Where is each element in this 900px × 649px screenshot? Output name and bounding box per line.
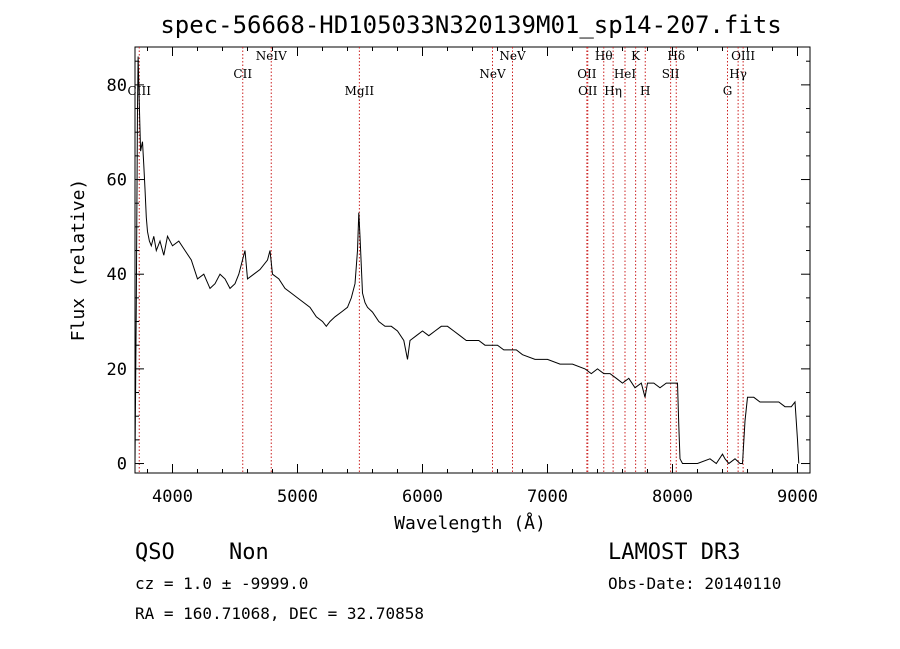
line-marker-label: NeV <box>479 67 506 81</box>
ra-dec: RA = 160.71068, DEC = 32.70858 <box>135 604 424 623</box>
x-tick-label: 6000 <box>402 487 443 507</box>
line-marker-label: OII <box>578 84 598 98</box>
x-tick-label: 5000 <box>277 487 318 507</box>
line-marker-label: Hη <box>604 84 622 98</box>
line-marker-label: OIII <box>731 49 755 63</box>
y-axis-label: Flux (relative) <box>68 179 89 342</box>
x-tick-label: 9000 <box>777 487 818 507</box>
x-tick-label: 8000 <box>652 487 693 507</box>
spectrum-series-line <box>134 56 800 465</box>
y-tick-label: 60 <box>107 171 127 191</box>
object-class: QSO <box>135 540 175 565</box>
plot-frame <box>134 46 811 474</box>
line-marker-label: H <box>640 84 650 98</box>
line-marker-label: SII <box>662 67 680 81</box>
x-tick-label: 7000 <box>527 487 568 507</box>
line-marker-label: K <box>631 49 641 63</box>
x-axis-label: Wavelength (Å) <box>394 512 546 534</box>
x-tick-label: 4000 <box>152 487 193 507</box>
survey-name: LAMOST DR3 <box>608 540 740 565</box>
line-marker-label: Hθ <box>595 49 613 63</box>
line-marker-label: Hδ <box>667 49 685 63</box>
chart-title: spec-56668-HD105033N320139M01_sp14-207.f… <box>160 11 781 39</box>
y-tick-label: 80 <box>107 76 127 96</box>
redshift-cz: cz = 1.0 ± -9999.0 <box>135 574 308 593</box>
line-marker-label: CII <box>233 67 252 81</box>
line-marker-label: NeIV <box>256 49 287 63</box>
y-tick-label: 20 <box>107 360 127 380</box>
object-subclass: Non <box>229 540 269 565</box>
line-marker-label: Hγ <box>729 67 747 81</box>
line-marker-label: MgII <box>345 84 375 98</box>
line-marker-label: G <box>723 84 733 98</box>
line-marker-label: NeV <box>499 49 526 63</box>
obs-date: Obs-Date: 20140110 <box>608 574 781 593</box>
line-markers <box>138 47 744 473</box>
line-marker-label: HeI <box>614 67 637 81</box>
y-tick-label: 0 <box>117 455 127 475</box>
y-tick-label: 40 <box>107 265 127 285</box>
x-axis-ticks: 4000 5000 6000 7000 8000 9000 <box>147 47 818 507</box>
line-marker-labels: CIIICIINeIVMgIINeVNeVOIIOIIHθHηHeIKHHδSI… <box>128 49 756 98</box>
line-marker-label: OII <box>577 67 597 81</box>
y-axis-ticks: 0 20 40 60 80 <box>107 60 810 475</box>
